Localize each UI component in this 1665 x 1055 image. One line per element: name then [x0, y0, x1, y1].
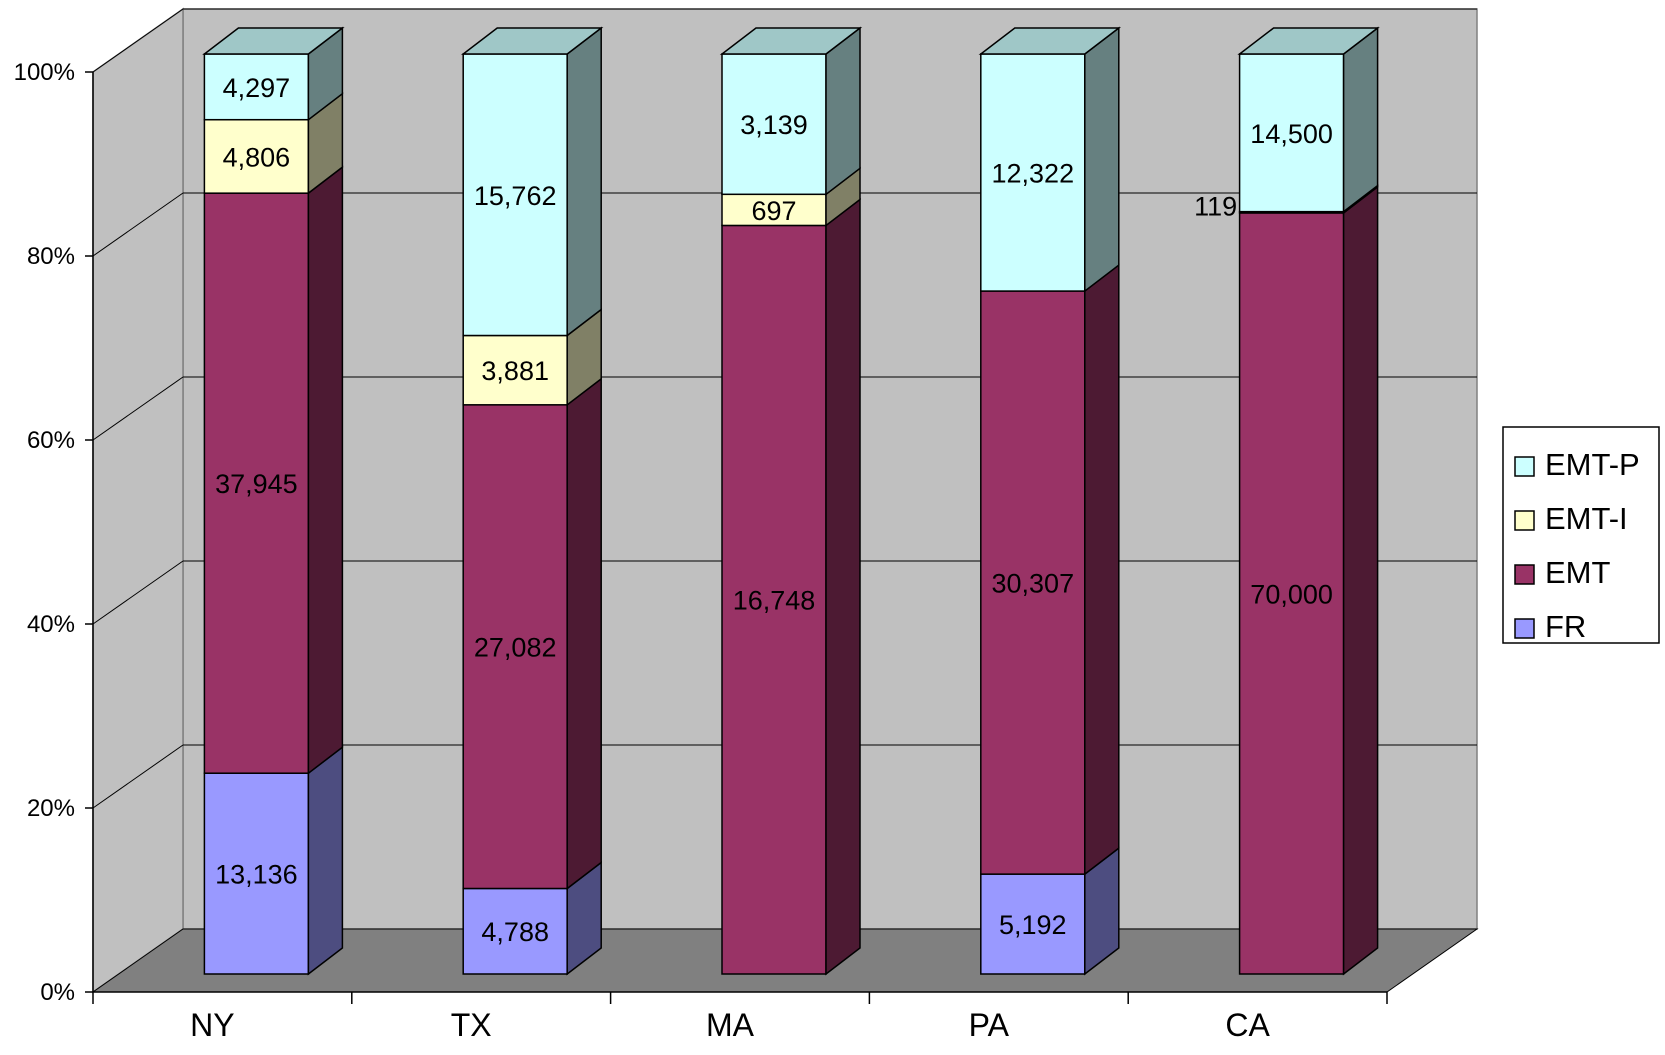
bar-ny-fr-side [307, 745, 344, 976]
data-label-tx-emt-p: 15,762 [474, 181, 557, 211]
data-label-tx-emt-i: 3,881 [481, 356, 549, 386]
gridline-side [92, 744, 184, 809]
y-tick-label: 100% [14, 59, 75, 86]
data-label-ny-emt: 37,945 [215, 469, 298, 499]
bar-tx-top [460, 27, 604, 55]
bar-ma-emt-p-side [825, 26, 861, 196]
data-label-ca-emt: 70,000 [1250, 579, 1333, 609]
bar-ca-emt [1238, 212, 1345, 975]
legend-label-emt-p: EMT-P [1545, 447, 1640, 482]
data-label-ma-emt-p: 3,139 [740, 110, 808, 140]
bar-ny-fr [203, 772, 310, 975]
bar-ma-emt-side [825, 197, 861, 976]
data-label-tx-emt: 27,082 [474, 633, 557, 663]
legend-swatch-emt-i [1514, 510, 1535, 531]
legend-label-emt: EMT [1545, 555, 1611, 590]
data-label-ny-fr: 13,136 [215, 860, 298, 890]
data-label-tx-fr: 4,788 [481, 917, 549, 947]
legend-swatch-emt-p [1514, 456, 1535, 477]
bar-ny-emt-p [203, 53, 310, 121]
data-label-ny-emt-i: 4,806 [223, 142, 291, 172]
bar-ny-emt [203, 192, 310, 774]
side-wall [92, 7, 184, 994]
bar-ny-emt-side [307, 165, 344, 775]
data-label-pa-emt-p: 12,322 [992, 159, 1075, 189]
bar-ma-emt-p [721, 53, 827, 196]
gridline-side [92, 8, 184, 73]
bar-tx-emt [462, 404, 568, 890]
bar-pa-emt-side [1084, 263, 1120, 876]
legend-label-fr: FR [1545, 609, 1586, 644]
x-category-label: PA [969, 1007, 1010, 1043]
x-category-label: MA [706, 1007, 755, 1043]
x-category-label: NY [190, 1007, 234, 1043]
data-label-pa-fr: 5,192 [999, 910, 1067, 940]
legend: EMT-P EMT-I EMT FR [1502, 426, 1660, 644]
bar-group-pa [978, 26, 1122, 976]
bar-ca-emt-p-side [1342, 26, 1379, 214]
x-category-label: CA [1225, 1007, 1270, 1043]
bar-tx-emt-p [462, 53, 568, 337]
bar-tx-emt-p-side [566, 26, 602, 338]
bar-tx-fr [462, 887, 568, 975]
data-label-ca-emt-i: 119 [1194, 192, 1237, 222]
data-label-ny-emt-p: 4,297 [223, 73, 291, 103]
legend-swatch-fr [1514, 618, 1535, 639]
data-label-pa-emt: 30,307 [992, 569, 1075, 599]
gridline-side [92, 192, 184, 257]
bar-tx-emt-side [566, 377, 602, 891]
y-tick-label: 40% [27, 611, 75, 638]
bar-group-tx [460, 26, 604, 976]
bar-group-ny [202, 26, 345, 976]
bar-ca-top [1237, 27, 1380, 55]
bar-pa-emt-p-side [1084, 26, 1120, 293]
legend-swatch-emt [1514, 564, 1535, 585]
bar-ma-emt [721, 224, 827, 975]
bar-ma-top [719, 27, 863, 55]
gridline-side [92, 376, 184, 441]
bar-group-ca [1237, 26, 1380, 976]
bar-pa-fr [980, 873, 1086, 975]
bar-tx-emt-i [462, 334, 568, 406]
gridline-side [92, 560, 184, 625]
y-tick-label: 0% [40, 979, 75, 1006]
bar-ca-emt-side [1342, 185, 1379, 976]
bar-ny-top [202, 27, 345, 55]
y-tick-label: 80% [27, 243, 75, 270]
data-label-ma-emt-i: 697 [751, 196, 796, 226]
y-tick-label: 60% [27, 427, 75, 454]
bar-pa-emt [980, 290, 1086, 875]
x-category-label: TX [451, 1007, 492, 1043]
data-label-ca-emt-p: 14,500 [1250, 119, 1333, 149]
legend-label-emt-i: EMT-I [1545, 501, 1628, 536]
data-label-ma-emt: 16,748 [733, 586, 816, 616]
bar-pa-top [978, 27, 1122, 55]
bar-group-ma [719, 26, 863, 976]
bar-pa-emt-p [980, 53, 1086, 292]
y-tick-label: 20% [27, 795, 75, 822]
